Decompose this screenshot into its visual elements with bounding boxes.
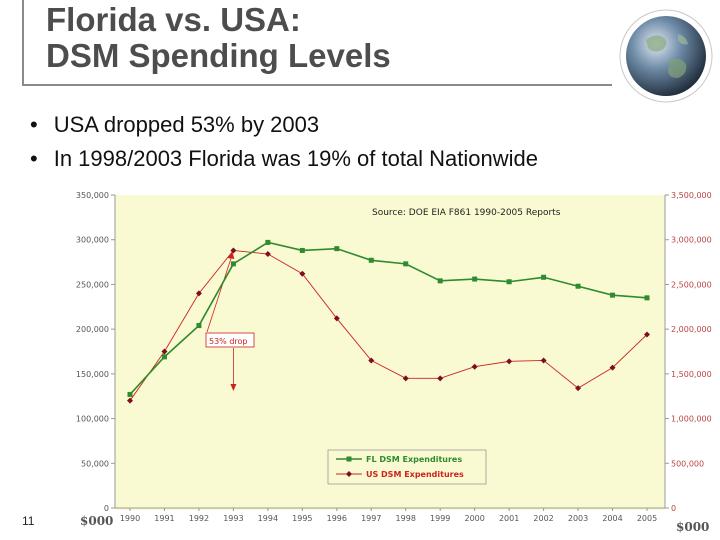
left-tick-label: 100,000 [76, 415, 109, 424]
us-dsm-point [299, 270, 306, 277]
legend-marker-fl [346, 456, 352, 462]
left-tick-label: 250,000 [76, 280, 109, 289]
fl-dsm-point [403, 261, 409, 267]
fl-dsm-point [644, 295, 650, 301]
annotation-arrow-up-head [227, 252, 235, 259]
fl-dsm-point [127, 391, 133, 397]
x-tick-label: 2003 [568, 514, 588, 523]
fl-dsm-point [368, 257, 374, 263]
earth-globe-icon [619, 9, 713, 103]
us-dsm-point [195, 290, 202, 297]
left-tick-label: 300,000 [76, 236, 109, 245]
right-tick-label: 1,500,000 [671, 370, 712, 379]
fl-dsm-point [299, 247, 305, 253]
fl-dsm-line [129, 241, 648, 395]
us-dsm-point [644, 331, 650, 338]
annotation-arrow-up [206, 253, 233, 333]
annotation-arrows [206, 252, 237, 391]
left-tick-labels: 0 50,000 100,000 150,000 200,000 250,000 300,0… [76, 191, 115, 513]
right-tick-label: 3,000,000 [671, 236, 712, 245]
us-dsm-point [471, 363, 478, 370]
legend: FL DSM Expenditures US DSM Expenditures [327, 449, 487, 485]
slide-title-line-2: DSM Spending Levels [46, 37, 391, 74]
x-tick-label: 2004 [602, 514, 622, 523]
us-dsm-line [129, 249, 648, 401]
x-tick-label: 1996 [327, 514, 347, 523]
us-dsm-point [609, 364, 616, 371]
us-dsm-point [333, 315, 340, 322]
x-tick-label: 1999 [430, 514, 450, 523]
legend-marker-us [346, 471, 352, 477]
right-tick-label: 0 [671, 504, 676, 513]
us-dsm-point [506, 358, 513, 365]
us-dsm-point [540, 357, 547, 364]
left-currency-label: $000 [80, 514, 113, 528]
fl-dsm-point [506, 279, 512, 285]
title-rule-vertical [22, 0, 24, 84]
annotation-box [205, 332, 255, 348]
slide-title: Florida vs. USA: DSM Spending Levels [46, 2, 391, 74]
x-tick-label: 1992 [189, 514, 209, 523]
x-tick-label: 1997 [361, 514, 381, 523]
fl-dsm-point [230, 261, 236, 267]
source-note: Source: DOE EIA F861 1990-2005 Reports [372, 208, 561, 218]
annotation-text: 53% drop [209, 337, 248, 346]
x-tick-label: 2002 [533, 514, 553, 523]
x-tick-label: 1998 [396, 514, 416, 523]
x-tick-label: 1995 [292, 514, 312, 523]
bullet-item: In 1998/2003 Florida was 19% of total Na… [30, 142, 538, 176]
us-dsm-series [127, 247, 650, 404]
fl-dsm-point [196, 323, 202, 329]
fl-dsm-point [575, 283, 581, 289]
right-tick-label: 500,000 [671, 459, 704, 468]
right-tick-label: 3,500,000 [671, 191, 712, 200]
x-tick-labels: 1990 1991 1992 1993 1994 1995 1996 1997 1998 1999… [120, 508, 657, 523]
left-tick-label: 150,000 [76, 370, 109, 379]
legend-box [327, 449, 487, 485]
fl-dsm-point [334, 246, 340, 252]
title-rule-horizontal [22, 84, 612, 86]
x-tick-label: 1990 [120, 514, 140, 523]
right-tick-label: 2,000,000 [671, 325, 712, 334]
right-currency-label: $000 [676, 520, 709, 534]
left-tick-label: 200,000 [76, 325, 109, 334]
annotation-arrow-down-head [230, 384, 237, 391]
us-dsm-point [575, 385, 582, 392]
bullet-list: USA dropped 53% by 2003 In 1998/2003 Flo… [30, 108, 538, 176]
right-tick-labels: 0 500,000 1,000,000 1,500,000 2,000,000 2,500… [665, 191, 712, 513]
us-dsm-point [161, 348, 168, 355]
us-dsm-point [437, 375, 444, 382]
legend-label-us: US DSM Expenditures [366, 470, 464, 479]
left-tick-label: 350,000 [76, 191, 109, 200]
left-tick-label: 0 [104, 504, 109, 513]
x-tick-label: 1993 [223, 514, 243, 523]
x-tick-label: 1991 [154, 514, 174, 523]
us-dsm-point [230, 247, 237, 254]
x-tick-label: 2005 [637, 514, 657, 523]
fl-dsm-point [161, 354, 167, 360]
fl-dsm-point [541, 274, 547, 280]
us-dsm-point [264, 251, 271, 258]
fl-dsm-point [265, 239, 271, 245]
us-dsm-point [402, 375, 409, 382]
us-dsm-point [127, 397, 133, 404]
fl-dsm-point [437, 278, 443, 284]
fl-dsm-point [472, 276, 478, 282]
fl-dsm-point [610, 292, 616, 298]
right-tick-label: 1,000,000 [671, 415, 712, 424]
left-tick-label: 50,000 [81, 459, 109, 468]
x-tick-label: 2000 [464, 514, 484, 523]
slide-title-line-1: Florida vs. USA: [46, 1, 301, 38]
legend-label-fl: FL DSM Expenditures [366, 455, 462, 464]
right-tick-label: 2,500,000 [671, 280, 712, 289]
fl-dsm-series [127, 239, 650, 397]
bullet-item: USA dropped 53% by 2003 [30, 108, 538, 142]
x-tick-label: 1994 [258, 514, 278, 523]
x-tick-label: 2001 [499, 514, 519, 523]
us-dsm-point [368, 357, 375, 364]
page-number: 11 [22, 514, 35, 528]
